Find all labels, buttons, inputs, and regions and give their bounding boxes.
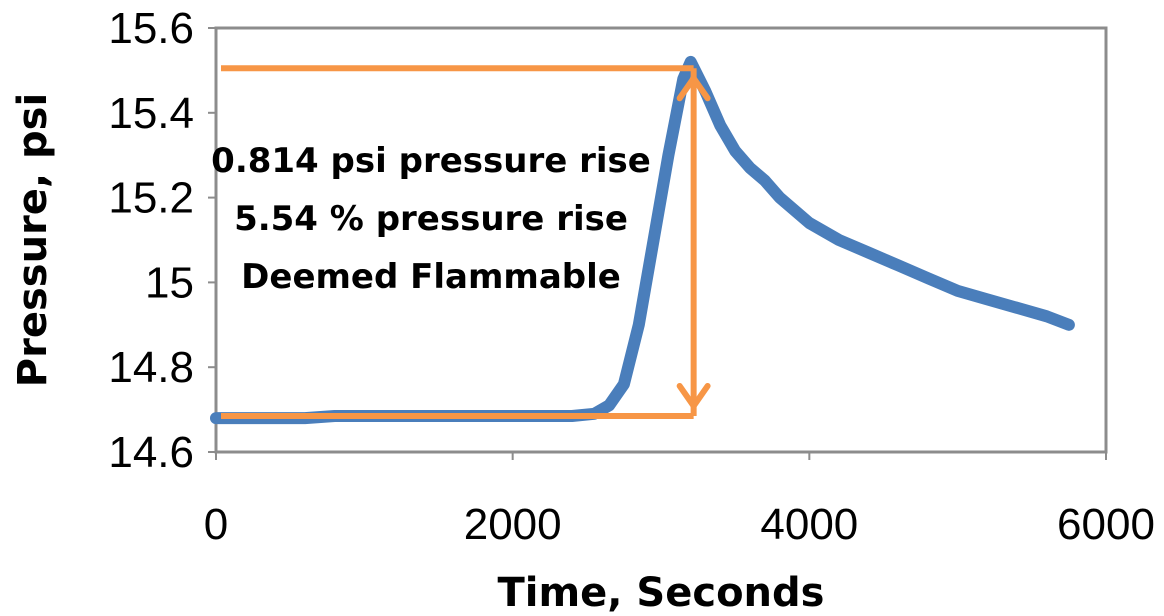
annotation-line-3: Deemed Flammable	[241, 257, 621, 297]
y-tick-label: 15.6	[108, 4, 194, 53]
x-tick-label: 4000	[760, 500, 858, 549]
x-axis-title: Time, Seconds	[498, 570, 825, 616]
annotation-text: 0.814 psi pressure rise 5.54 % pressure …	[211, 141, 651, 297]
x-tick-label: 6000	[1057, 500, 1155, 549]
y-tick-label: 14.8	[108, 343, 194, 392]
annotation-layer	[221, 65, 711, 419]
y-axis: 14.6 14.8 15 15.2 15.4 15.6	[108, 4, 216, 477]
x-tick-label: 0	[204, 500, 228, 549]
y-axis-title: Pressure, psi	[10, 93, 56, 387]
y-tick-label: 15	[145, 258, 194, 307]
annotation-line-1: 0.814 psi pressure rise	[211, 141, 651, 181]
y-tick-label: 15.4	[108, 89, 194, 138]
y-tick-label: 15.2	[108, 174, 194, 223]
x-axis: 0 2000 4000 6000	[204, 452, 1155, 549]
y-tick-label: 14.6	[108, 428, 194, 477]
arrowhead-up-icon	[676, 73, 711, 102]
plot-area-frame	[214, 26, 1108, 454]
arrowhead-down-icon	[676, 382, 711, 412]
x-tick-label: 2000	[464, 500, 562, 549]
annotation-line-2: 5.54 % pressure rise	[234, 199, 628, 239]
